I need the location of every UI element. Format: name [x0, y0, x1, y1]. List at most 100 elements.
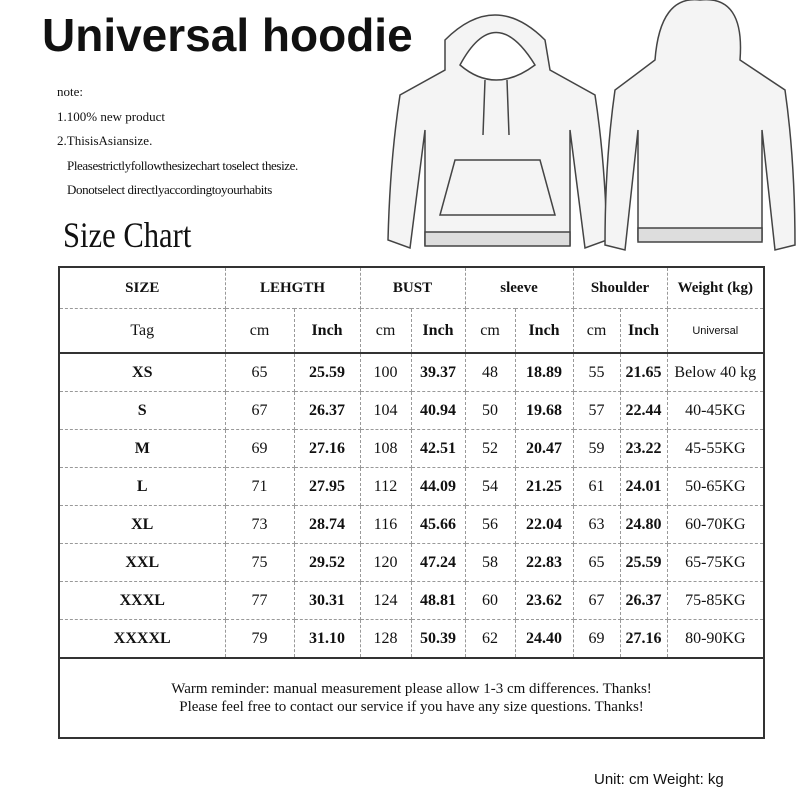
value-cell: 31.10: [293, 619, 361, 659]
value-cell: 67: [572, 581, 621, 620]
size-cell: XL: [58, 505, 226, 544]
value-cell: 42.51: [410, 429, 466, 468]
value-cell: 25.59: [619, 543, 668, 582]
value-cell: 61: [572, 467, 621, 506]
hoodie-back-illustration: [604, 0, 796, 251]
subheader-row: Tag cm Inch cm Inch cm Inch cm Inch Universal: [58, 308, 765, 354]
footer-line-1: Warm reminder: manual measurement please…: [171, 681, 652, 697]
value-cell: 112: [359, 467, 412, 506]
value-cell: 45-55KG: [666, 429, 765, 468]
table-row: L 71 27.95 112 44.09 54 21.25 61 24.01 50-65KG: [58, 467, 765, 506]
value-cell: 26.37: [619, 581, 668, 620]
value-cell: 21.65: [619, 352, 668, 392]
subheader-cell: Inch: [514, 308, 574, 354]
value-cell: 69: [224, 429, 295, 468]
table-row: XXL 75 29.52 120 47.24 58 22.83 65 25.59 65-75KG: [58, 543, 765, 582]
value-cell: 73: [224, 505, 295, 544]
value-cell: 128: [359, 619, 412, 659]
size-cell: XXXXL: [58, 619, 226, 659]
value-cell: 62: [464, 619, 516, 659]
table-row: M 69 27.16 108 42.51 52 20.47 59 23.22 45-55KG: [58, 429, 765, 468]
value-cell: 27.16: [619, 619, 668, 659]
header-row: SIZE LEHGTH BUST sleeve Shoulder Weight …: [58, 266, 765, 309]
value-cell: 29.52: [293, 543, 361, 582]
value-cell: 27.95: [293, 467, 361, 506]
subheader-cell: Tag: [58, 308, 226, 354]
subheader-cell: Inch: [619, 308, 668, 354]
value-cell: 116: [359, 505, 412, 544]
value-cell: 65-75KG: [666, 543, 765, 582]
value-cell: 24.80: [619, 505, 668, 544]
note-4: Donotselect directlyaccordingtoyourhabit…: [67, 182, 272, 197]
value-cell: 30.31: [293, 581, 361, 620]
table-row: XXXL 77 30.31 124 48.81 60 23.62 67 26.37 75-85KG: [58, 581, 765, 620]
value-cell: 18.89: [514, 352, 574, 392]
note-3: Pleasestrictlyfollowthesizechart toselec…: [67, 157, 298, 173]
subheader-cell: Inch: [410, 308, 466, 354]
table-row: XS 65 25.59 100 39.37 48 18.89 55 21.65 Below 40 …: [58, 352, 765, 392]
value-cell: 48.81: [410, 581, 466, 620]
note-label: note:: [57, 84, 83, 99]
value-cell: 77: [224, 581, 295, 620]
subheader-cell: cm: [572, 308, 621, 354]
value-cell: 52: [464, 429, 516, 468]
subheader-cell: Universal: [666, 308, 765, 354]
value-cell: 20.47: [514, 429, 574, 468]
value-cell: 65: [224, 352, 295, 392]
value-cell: 48: [464, 352, 516, 392]
value-cell: 69: [572, 619, 621, 659]
value-cell: 19.68: [514, 391, 574, 430]
note-2: 2.ThisisAsiansize.: [57, 133, 153, 148]
value-cell: 108: [359, 429, 412, 468]
value-cell: 26.37: [293, 391, 361, 430]
value-cell: 40-45KG: [666, 391, 765, 430]
value-cell: 47.24: [410, 543, 466, 582]
size-table: SIZE LEHGTH BUST sleeve Shoulder Weight …: [58, 266, 766, 739]
size-cell: XXL: [58, 543, 226, 582]
subheader-cell: cm: [224, 308, 295, 354]
header-weight: Weight (kg): [666, 266, 765, 309]
size-cell: XXXL: [58, 581, 226, 620]
value-cell: 23.62: [514, 581, 574, 620]
value-cell: 21.25: [514, 467, 574, 506]
subheader-cell: Inch: [293, 308, 361, 354]
value-cell: 60: [464, 581, 516, 620]
header-size: SIZE: [58, 266, 226, 309]
table-row: XL 73 28.74 116 45.66 56 22.04 63 24.80 60-70KG: [58, 505, 765, 544]
value-cell: 50: [464, 391, 516, 430]
value-cell: 59: [572, 429, 621, 468]
value-cell: 22.83: [514, 543, 574, 582]
unit-note: Unit: cm Weight: kg: [594, 771, 724, 788]
size-cell: M: [58, 429, 226, 468]
value-cell: 57: [572, 391, 621, 430]
value-cell: 124: [359, 581, 412, 620]
value-cell: 63: [572, 505, 621, 544]
value-cell: 67: [224, 391, 295, 430]
value-cell: 24.01: [619, 467, 668, 506]
value-cell: 120: [359, 543, 412, 582]
footer-line-2: Please feel free to contact our service …: [179, 699, 644, 715]
value-cell: 56: [464, 505, 516, 544]
value-cell: 40.94: [410, 391, 466, 430]
size-cell: S: [58, 391, 226, 430]
hoodie-front-illustration: [387, 14, 608, 250]
header-bust: BUST: [359, 266, 466, 309]
notes: note: 1.100% new product 2.ThisisAsiansi…: [57, 80, 298, 203]
value-cell: 75: [224, 543, 295, 582]
subheader-cell: cm: [464, 308, 516, 354]
value-cell: 100: [359, 352, 412, 392]
value-cell: 58: [464, 543, 516, 582]
size-cell: XS: [58, 352, 226, 392]
value-cell: 24.40: [514, 619, 574, 659]
value-cell: 39.37: [410, 352, 466, 392]
value-cell: Below 40 kg: [666, 352, 765, 392]
size-chart-heading: Size Chart: [63, 215, 192, 255]
value-cell: 22.44: [619, 391, 668, 430]
footer-reminder: Warm reminder: manual measurement please…: [58, 657, 765, 739]
value-cell: 28.74: [293, 505, 361, 544]
note-1: 1.100% new product: [57, 108, 165, 124]
header-sleeve: sleeve: [464, 266, 574, 309]
size-cell: L: [58, 467, 226, 506]
value-cell: 80-90KG: [666, 619, 765, 659]
